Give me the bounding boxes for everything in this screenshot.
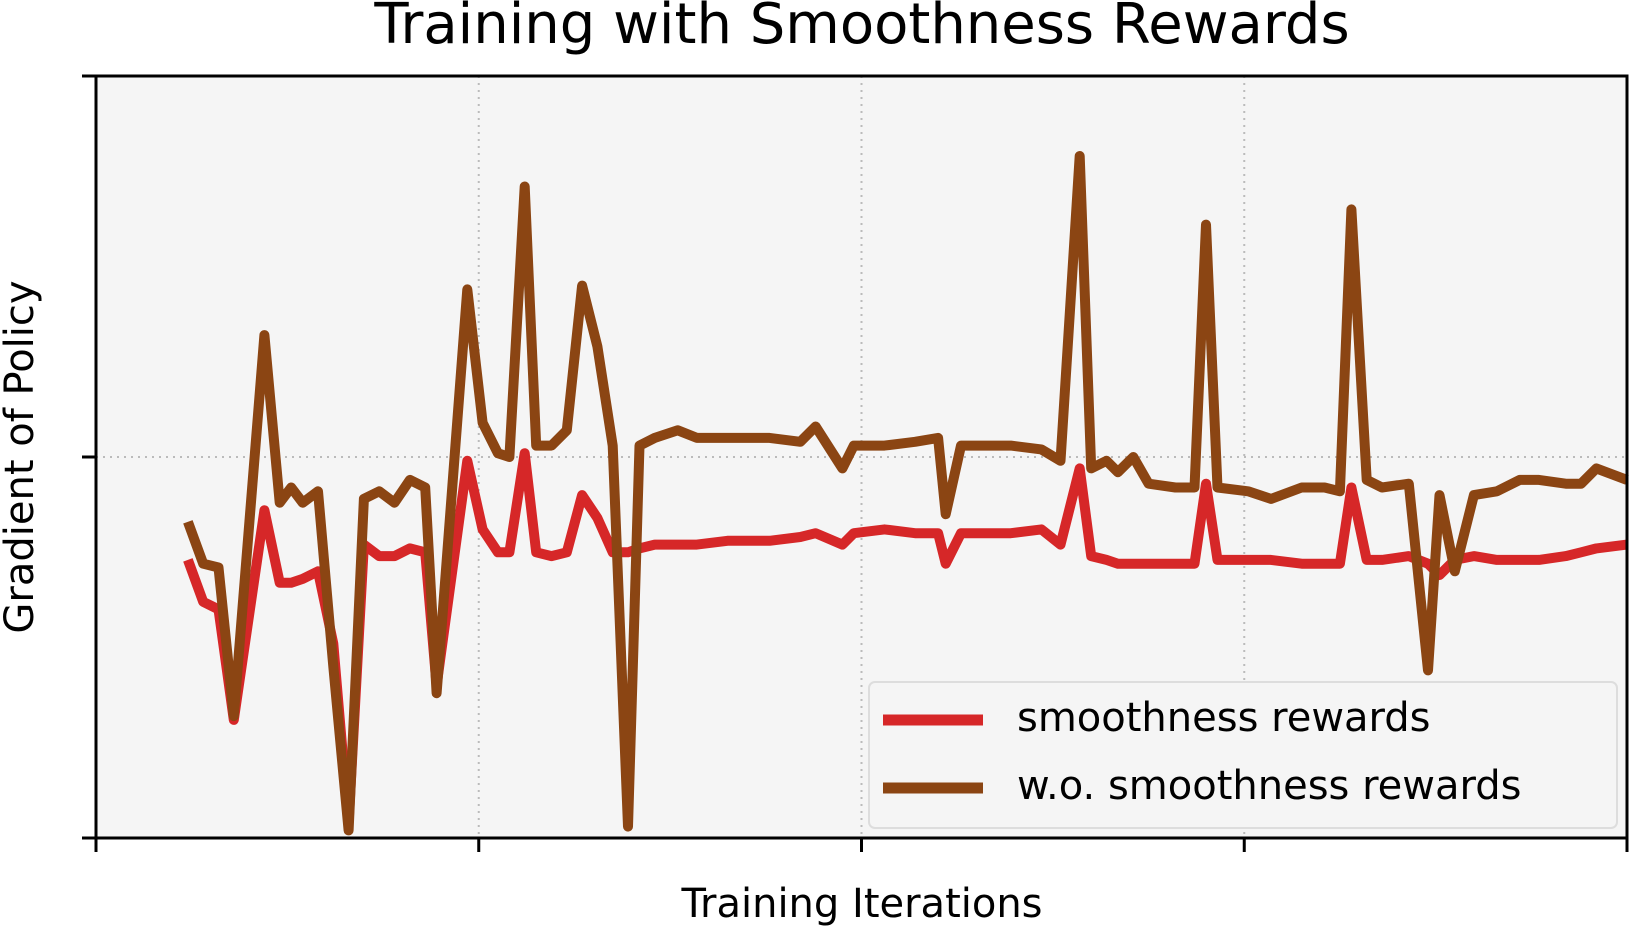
y-axis-label: Gradient of Policy [0, 280, 43, 633]
x-axis-label: Training Iterations [680, 881, 1042, 927]
series-line [183, 151, 1629, 836]
legend-label: w.o. smoothness rewards [1017, 763, 1521, 809]
plot-frame [94, 74, 1629, 840]
legend-box [868, 681, 1618, 829]
legend-label: smoothness rewards [1017, 695, 1431, 741]
chart-title: Training with Smoothness Rewards [373, 0, 1349, 57]
series-line [183, 448, 1628, 828]
legend: smoothness rewards w.o. smoothness reward… [868, 681, 1618, 829]
